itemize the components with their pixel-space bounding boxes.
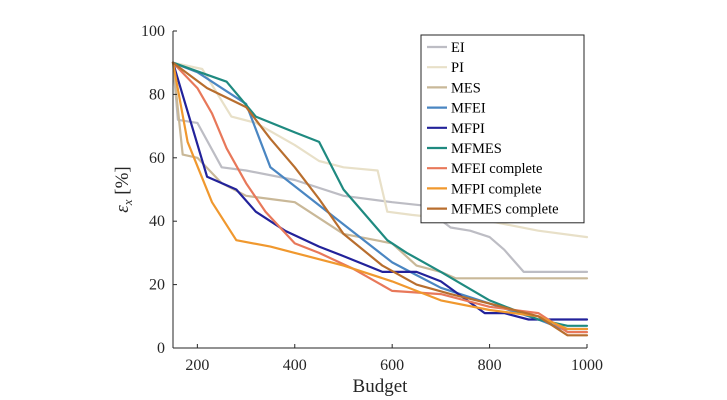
series-line-ei xyxy=(171,61,589,273)
x-tick-label: 1000 xyxy=(571,357,603,374)
series-line-mfmes-complete xyxy=(171,61,589,337)
y-tick-label: 80 xyxy=(149,86,165,103)
legend-label-mfei-complete: MFEI complete xyxy=(451,161,542,177)
legend-label-pi: PI xyxy=(451,60,464,76)
legend-label-ei: EI xyxy=(451,40,465,56)
legend-label-mes: MES xyxy=(451,80,481,96)
x-tick-label: 800 xyxy=(478,357,502,374)
ticks: 200 400 600 800 1000 0 20 40 60 80 100 xyxy=(141,23,603,374)
legend-label-mfpi-complete: MFPI complete xyxy=(451,181,542,197)
legend: EI PI MES MFEI MFPI MFMES MFEI complete MFPI co… xyxy=(420,34,585,224)
legend-label-mfmes-complete: MFMES complete xyxy=(451,202,559,218)
y-tick-label: 20 xyxy=(149,277,165,294)
x-axis-label: Budget xyxy=(353,376,409,397)
y-tick-label: 0 xyxy=(157,340,165,357)
y-tick-label: 40 xyxy=(149,213,165,230)
x-tick-label: 200 xyxy=(185,357,209,374)
legend-label-mfei: MFEI xyxy=(451,101,486,117)
x-tick-label: 600 xyxy=(380,357,404,374)
legend-label-mfpi: MFPI xyxy=(451,121,485,137)
x-tick-label: 400 xyxy=(283,357,307,374)
axis-labels: Budget εx [%] xyxy=(112,166,408,397)
series-line-mfmes xyxy=(171,61,589,327)
legend-box xyxy=(420,34,585,224)
plot-lines xyxy=(171,61,589,337)
legend-label-mfmes: MFMES xyxy=(451,141,502,157)
series-line-mfpi xyxy=(171,61,589,321)
y-tick-label: 100 xyxy=(141,23,165,40)
y-axis-label: εx [%] xyxy=(112,166,135,213)
y-tick-label: 60 xyxy=(149,150,165,167)
axes xyxy=(172,31,587,349)
